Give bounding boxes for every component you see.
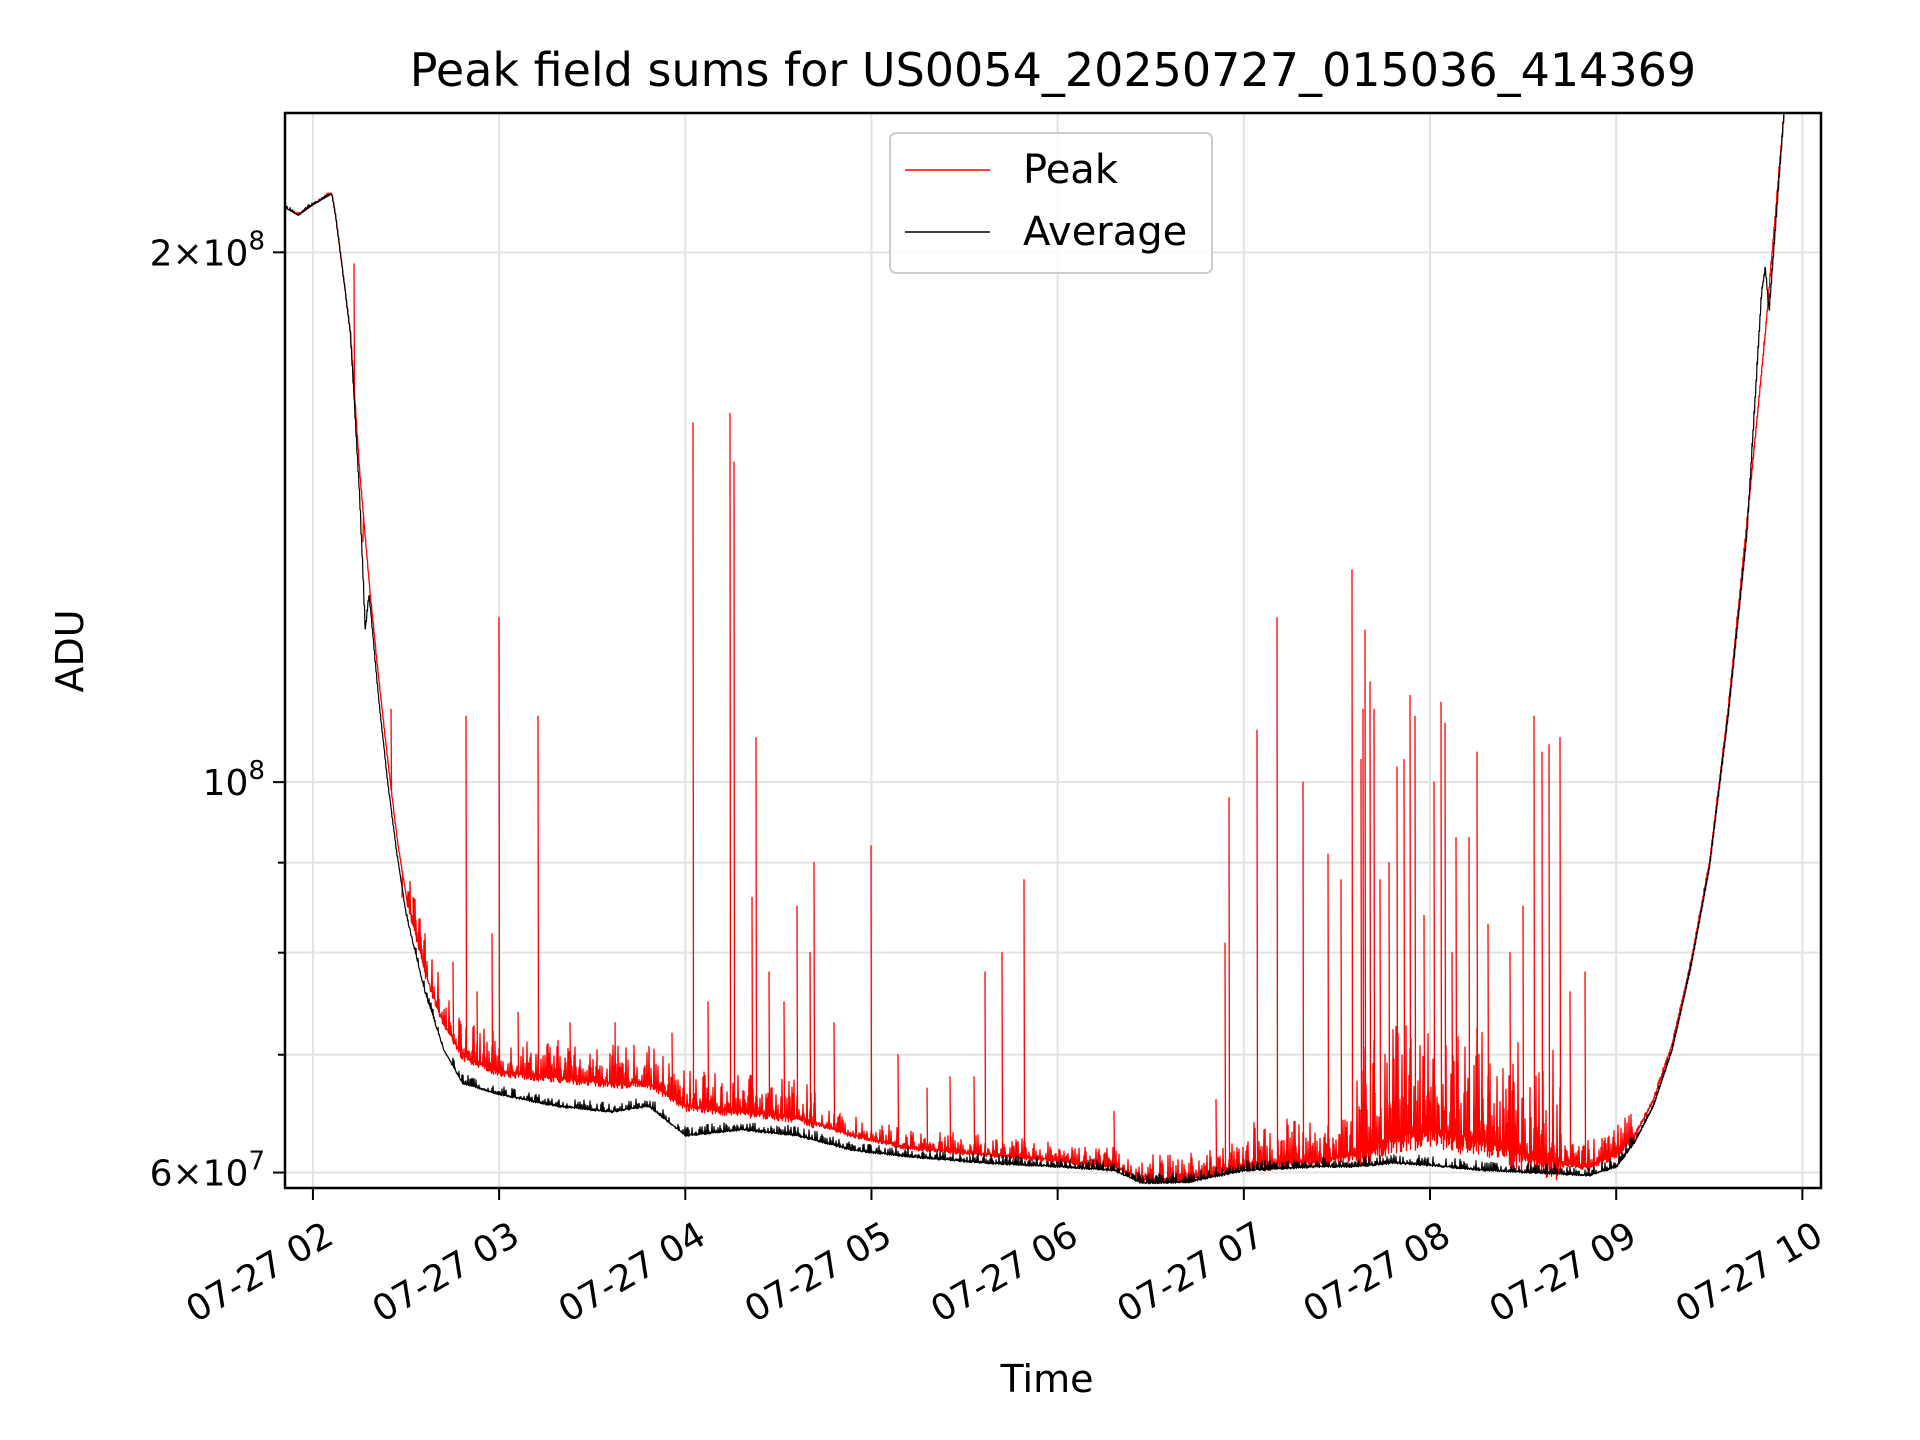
series-line-average [285, 113, 1821, 1185]
plot-series [285, 113, 1821, 1185]
plot-frame [283, 111, 1823, 1190]
x-tick-label: 07-27 05 [738, 1214, 899, 1330]
series-line-peak [285, 113, 1821, 1184]
x-axis-label: Time [1000, 1357, 1094, 1401]
y-tick-label: 6×107 [150, 1147, 265, 1195]
y-tick-label: 2×108 [150, 226, 265, 274]
legend: Peak Average [889, 132, 1213, 274]
x-tick-label: 07-27 02 [180, 1214, 341, 1330]
x-tick-label: 07-27 04 [552, 1214, 713, 1330]
x-axis-ticks: 07-27 02 07-27 03 07-27 04 07-27 05 07-27 06… [180, 1188, 1830, 1331]
x-tick-label: 07-27 03 [366, 1214, 527, 1330]
x-tick-label: 07-27 07 [1110, 1214, 1271, 1330]
legend-label-average: Average [1023, 209, 1187, 255]
x-tick-label: 07-27 06 [924, 1214, 1085, 1330]
legend-box [889, 132, 1213, 274]
chart-title: Peak field sums for US0054_20250727_0150… [410, 43, 1696, 97]
x-tick-label: 07-27 09 [1483, 1214, 1644, 1330]
x-tick-label: 07-27 08 [1297, 1214, 1458, 1330]
grid-lines [285, 113, 1821, 1188]
legend-label-peak: Peak [1023, 147, 1119, 193]
y-axis-label: ADU [48, 609, 92, 692]
y-axis-ticks: 6×107 108 2×108 [150, 226, 285, 1195]
y-tick-label: 108 [203, 756, 265, 804]
x-tick-label: 07-27 10 [1669, 1214, 1830, 1330]
